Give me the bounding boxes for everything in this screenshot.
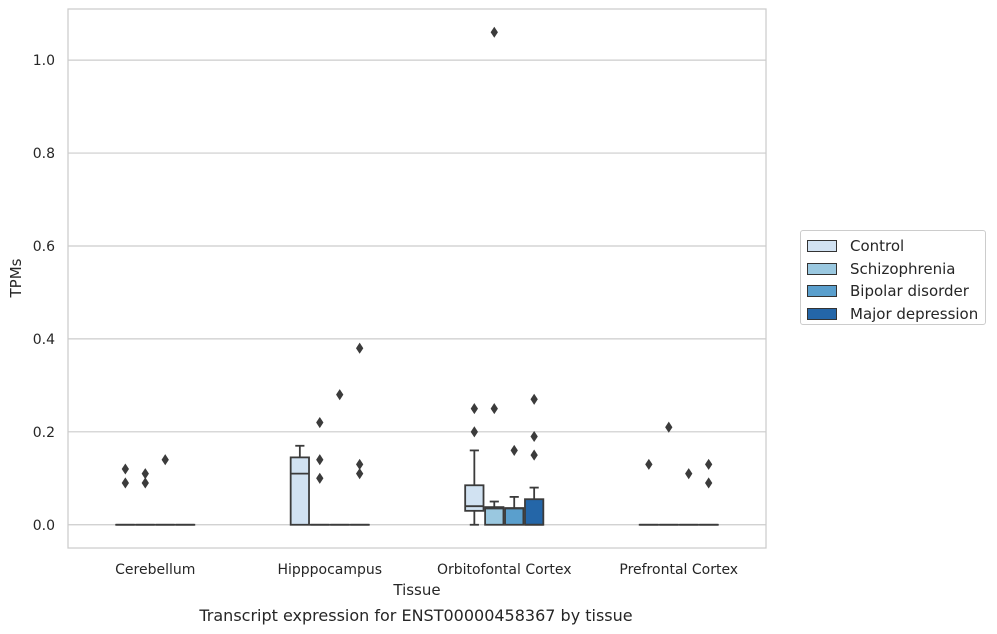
outlier-point — [530, 430, 538, 443]
legend-swatch — [807, 240, 837, 253]
outlier-point — [685, 468, 693, 480]
legend-swatch — [807, 307, 837, 320]
legend-swatch — [807, 262, 837, 275]
y-tick-label: 0.8 — [33, 146, 55, 162]
x-tick-labels: Cerebellum Hipppocampus Orbitofontal Corte… — [115, 562, 738, 578]
outlier-point — [121, 463, 130, 475]
outlier-point — [141, 468, 149, 480]
outlier-point — [316, 454, 324, 466]
legend-label: Schizophrenia — [850, 259, 956, 278]
outlier-point — [704, 458, 713, 470]
outlier-point — [530, 449, 538, 461]
outlier-point — [490, 403, 498, 415]
box-cerebellum-control — [115, 463, 136, 526]
y-tick-label: 0.4 — [33, 332, 55, 348]
legend-item-bipolar-disorder: Bipolar disorder — [807, 280, 979, 303]
grid-layer — [68, 59, 766, 526]
legend-item-schizophrenia: Schizophrenia — [807, 258, 979, 281]
box-hipppocampus-control — [289, 444, 310, 526]
x-tick-label: Hipppocampus — [277, 562, 382, 578]
outlier-point — [470, 403, 479, 415]
box-iqr — [289, 456, 310, 526]
outlier-point — [161, 454, 169, 466]
plot-frame — [67, 8, 767, 549]
outlier-point — [510, 444, 518, 456]
y-tick-labels: 0.0 0.2 0.4 0.6 0.8 1.0 — [33, 53, 55, 534]
chart-caption: Transcript expression for ENST0000045836… — [199, 606, 633, 625]
y-tick-label: 0.0 — [33, 518, 55, 534]
box-orbitofontal-cortex-major-depression — [524, 393, 545, 526]
outlier-point — [490, 26, 498, 38]
box-iqr — [524, 498, 545, 526]
outlier-point — [355, 458, 364, 470]
x-axis-label: Tissue — [392, 581, 440, 599]
outlier-point — [470, 426, 479, 438]
x-tick-label: Cerebellum — [115, 562, 195, 578]
outlier-point — [704, 477, 713, 489]
outlier-point — [645, 458, 653, 470]
box-prefrontal-cortex-control — [638, 458, 659, 526]
box-orbitofontal-cortex-control — [464, 403, 485, 526]
box-iqr — [464, 484, 485, 512]
box-hipppocampus-bipolar-disorder — [329, 389, 350, 526]
box-cerebellum-schizophrenia — [135, 468, 156, 526]
y-tick-label: 1.0 — [33, 53, 55, 69]
box-prefrontal-cortex-schizophrenia — [658, 421, 679, 526]
outlier-point — [355, 342, 364, 354]
box-cerebellum-bipolar-disorder — [155, 454, 176, 526]
y-tick-label: 0.6 — [33, 239, 55, 255]
y-tick-label: 0.2 — [33, 425, 55, 441]
legend-item-major-depression: Major depression — [807, 303, 979, 326]
outlier-point — [355, 468, 364, 480]
outlier-point — [121, 477, 130, 489]
outlier-point — [530, 393, 538, 405]
box-prefrontal-cortex-bipolar-disorder — [678, 468, 699, 526]
box-orbitofontal-cortex-schizophrenia — [484, 26, 505, 526]
legend-label: Bipolar disorder — [850, 282, 969, 301]
y-axis-label: TPMs — [7, 258, 25, 298]
box-orbitofontal-cortex-bipolar-disorder — [504, 444, 525, 526]
legend-item-control: Control — [807, 235, 979, 258]
x-tick-label: Orbitofontal Cortex — [437, 562, 572, 578]
x-tick-label: Prefrontal Cortex — [619, 562, 738, 578]
outlier-point — [316, 472, 324, 484]
legend-swatch — [807, 285, 837, 298]
outlier-point — [141, 477, 149, 489]
legend: Control Schizophrenia Bipolar disorder Majo… — [800, 230, 986, 325]
box-iqr — [484, 506, 505, 526]
outlier-point — [316, 416, 324, 429]
outlier-point — [336, 389, 344, 401]
outlier-point — [665, 421, 673, 433]
box-hipppocampus-major-depression — [349, 342, 370, 526]
box-layer — [115, 26, 719, 526]
legend-label: Major depression — [850, 304, 979, 323]
box-prefrontal-cortex-major-depression — [698, 458, 719, 526]
box-hipppocampus-schizophrenia — [309, 416, 330, 526]
box-iqr — [504, 507, 525, 526]
legend-label: Control — [850, 237, 905, 256]
